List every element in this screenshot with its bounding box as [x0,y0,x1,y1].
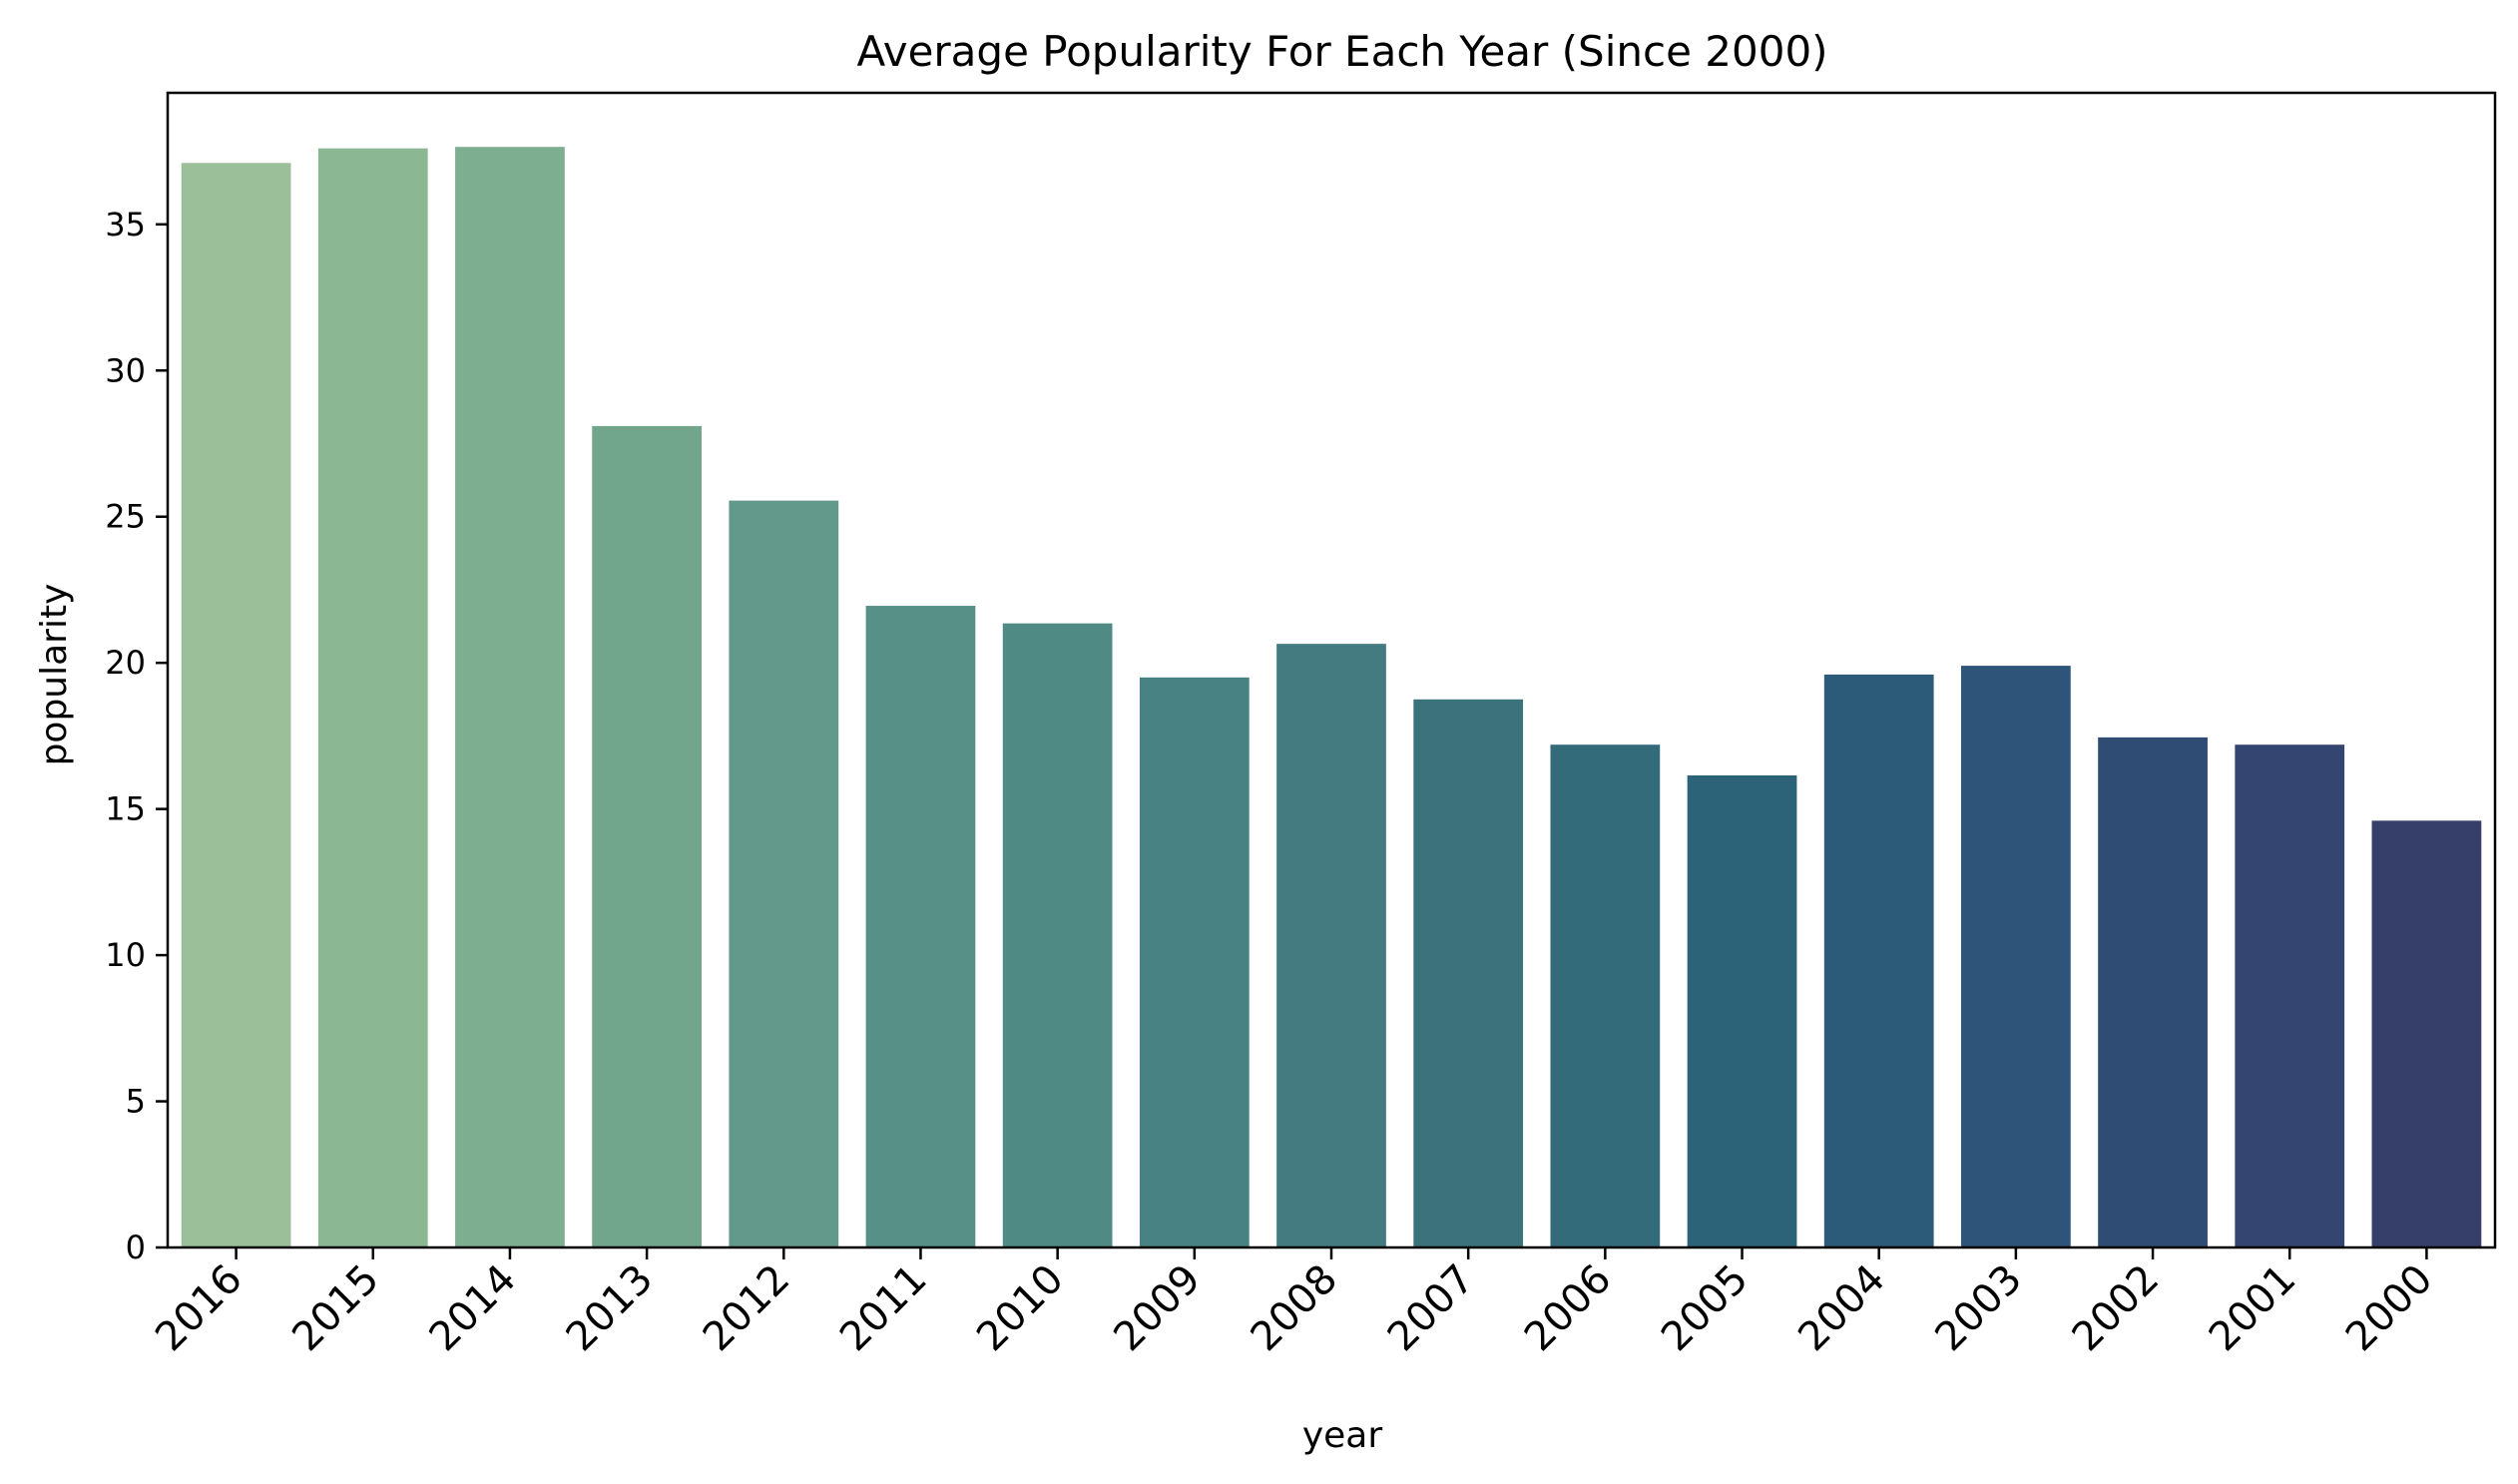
y-tick-label-15: 15 [105,790,146,828]
y-tick-label-0: 0 [126,1229,146,1266]
bar-2002 [2098,737,2208,1247]
x-tick-label-2000: 2000 [2337,1256,2442,1361]
chart-title: Average Popularity For Each Year (Since … [856,27,1827,76]
plot-area: 0 5 10 15 20 25 30 35 2016 2015 2014 2013 2012 2011 20… [105,91,2497,1361]
bar-2004 [1823,674,1934,1247]
x-tick-label-2013: 2013 [558,1256,663,1361]
bar-2006 [1550,744,1661,1247]
x-tick-label-2012: 2012 [695,1256,799,1361]
x-tick-label-2008: 2008 [1243,1256,1347,1361]
y-tick-label-30: 30 [105,351,146,389]
bar-2009 [1139,677,1250,1247]
x-axis-label: year [1302,1415,1383,1456]
x-tick-label-2007: 2007 [1379,1256,1484,1361]
bar-2008 [1276,644,1386,1247]
y-tick-label-35: 35 [105,206,146,244]
x-tick-label-2015: 2015 [283,1256,388,1361]
bar-2013 [592,425,702,1247]
x-tick-label-2009: 2009 [1105,1256,1210,1361]
bar-2000 [2371,820,2482,1247]
x-tick-label-2010: 2010 [968,1256,1073,1361]
x-tick-label-2011: 2011 [831,1256,936,1361]
x-tick-label-2014: 2014 [421,1256,526,1361]
x-tick-label-2002: 2002 [2064,1256,2169,1361]
x-tick-label-2001: 2001 [2201,1256,2305,1361]
bar-2010 [1002,623,1113,1247]
x-tick-label-2006: 2006 [1516,1256,1621,1361]
x-tick-label-2003: 2003 [1926,1256,2031,1361]
bar-2007 [1413,699,1524,1247]
y-tick-label-10: 10 [105,936,146,974]
y-axis-label: popularity [34,584,75,766]
bar-2015 [317,148,428,1247]
x-tick-label-2016: 2016 [147,1256,252,1361]
bar-2003 [1961,666,2071,1247]
bar-2001 [2235,744,2345,1247]
bar-2005 [1687,774,1797,1247]
bar-2016 [181,163,291,1247]
y-tick-label-20: 20 [105,644,146,682]
x-tick-label-2005: 2005 [1653,1256,1758,1361]
y-tick-label-5: 5 [126,1083,146,1121]
bar-2011 [865,606,976,1247]
y-tick-label-25: 25 [105,498,146,536]
bar-2012 [729,500,839,1247]
x-tick-label-2004: 2004 [1789,1256,1894,1361]
bar-2014 [455,147,565,1248]
